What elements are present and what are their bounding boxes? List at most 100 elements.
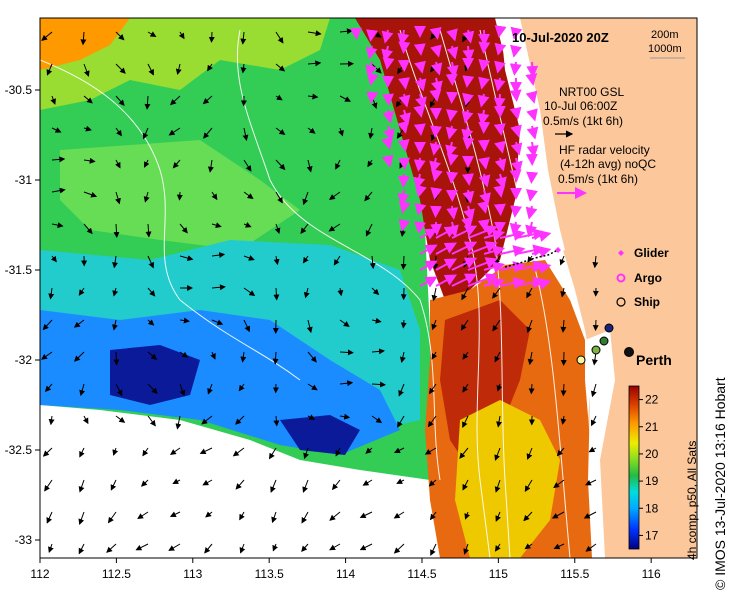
hf-radar-arrow xyxy=(398,157,410,170)
hf-radar-arrow xyxy=(397,173,410,188)
hf-radar-arrow xyxy=(419,244,438,256)
gsl-vector-arrow xyxy=(339,319,350,327)
hf-radar-arrow xyxy=(430,187,443,200)
gsl-vector-arrow xyxy=(78,511,85,526)
hf-radar-arrow xyxy=(526,141,539,158)
gsl-vector-arrow xyxy=(371,348,385,355)
hf-radar-arrow xyxy=(435,274,458,287)
gsl-vector-arrow xyxy=(393,543,405,554)
hf-radar-arrow xyxy=(483,245,506,258)
gsl-vector-arrow xyxy=(371,381,386,388)
gsl-vector-arrow xyxy=(398,383,405,397)
gsl-vector-arrow xyxy=(48,287,55,300)
gsl-vector-arrow xyxy=(559,255,566,266)
colorbar-ticks: 17 18 19 20 21 22 xyxy=(639,393,659,542)
x-tick-label: 112.5 xyxy=(102,567,131,581)
gsl-vector-arrow xyxy=(553,479,565,489)
hf-radar-arrow xyxy=(365,45,378,60)
gsl-vector-arrow xyxy=(147,287,156,297)
x-tick-label: 114 xyxy=(336,567,355,581)
hf-radar-arrow xyxy=(366,29,378,42)
hf-radar-arrow xyxy=(366,72,379,86)
gsl-vector-arrow xyxy=(430,543,437,556)
gsl-vector-arrow xyxy=(338,127,344,137)
colorbar-tick-label: 21 xyxy=(645,420,659,434)
gsl-vector-arrow xyxy=(271,511,277,524)
gsl-vector-arrow xyxy=(168,127,181,136)
gsl-vector-arrow xyxy=(362,479,373,486)
hf-radar-arrow xyxy=(493,77,506,92)
gsl-vector-arrow xyxy=(427,415,437,428)
gsl-vector-arrow xyxy=(329,511,341,521)
colorbar-tick-label: 19 xyxy=(645,474,659,488)
hf-radar-arrow xyxy=(525,90,538,104)
hf-radar-arrow xyxy=(398,41,411,54)
hf-radar-arrow xyxy=(429,141,442,156)
gsl-vector-arrow xyxy=(300,223,309,234)
gsl-vector-arrow xyxy=(496,415,502,428)
gsl-vector-arrow xyxy=(551,511,565,519)
hf-radar-arrow xyxy=(509,106,522,120)
map-title: 10-Jul-2020 20Z xyxy=(512,30,609,45)
land-mass xyxy=(470,18,697,558)
hf-radar-arrow xyxy=(526,171,539,184)
gsl-vector-arrow xyxy=(371,415,383,424)
hf-radar-arrow xyxy=(499,245,526,257)
gsl-vector-arrow xyxy=(144,159,150,168)
hf-radar-arrow xyxy=(414,77,427,92)
gsl-vector-arrow xyxy=(115,415,126,423)
gsl-vector-arrow xyxy=(83,223,93,235)
gsl-vector-arrow xyxy=(302,191,309,206)
hf-radar-arrow xyxy=(413,157,426,172)
gsl-vector-arrow xyxy=(268,447,277,460)
gsl-vector-arrow xyxy=(494,447,501,461)
gsl-vector-arrow xyxy=(328,191,341,200)
gsl-vector-arrow xyxy=(462,383,469,393)
gsl-vector-arrow xyxy=(560,287,567,298)
gsl-vector-arrow xyxy=(243,159,252,172)
hf-radar-arrow xyxy=(430,61,443,76)
gsl-vector-arrow xyxy=(115,159,121,169)
hf-radar-arrow xyxy=(381,136,393,150)
gsl-vector-arrow xyxy=(147,31,157,38)
gsl-vector-arrow xyxy=(365,447,373,454)
gsl-vector-arrow xyxy=(112,287,119,297)
gsl-vector-arrow xyxy=(494,479,501,493)
gsl-vector-arrow xyxy=(41,351,53,360)
hf-radar-arrow xyxy=(446,28,458,42)
y-tick-label: -33 xyxy=(15,533,33,547)
hf-radar-arrow xyxy=(493,93,506,110)
hf-radar-arrow xyxy=(446,152,459,166)
hf-radar-arrow xyxy=(446,45,459,60)
hf-radar-arrow xyxy=(477,139,490,152)
hf-radar-arrow xyxy=(451,257,478,271)
gsl-vector-arrow xyxy=(303,287,310,299)
gsl-vector-arrow xyxy=(115,127,122,137)
gsl-vector-arrow xyxy=(48,543,54,553)
gsl-vector-arrow xyxy=(78,543,85,555)
argo-legend: Argo xyxy=(616,271,662,285)
gsl-vector-arrow xyxy=(428,479,437,487)
hf-radar-arrow xyxy=(478,173,491,188)
hf-radar-arrow xyxy=(398,93,411,108)
gsl-vector-arrow xyxy=(44,479,53,492)
gsl-vector-arrow xyxy=(168,543,181,551)
x-tick-label: 116 xyxy=(642,567,661,581)
hf-radar-arrow xyxy=(445,125,458,140)
hf-radar-arrow xyxy=(398,77,410,90)
gsl-vector-arrow xyxy=(526,319,533,334)
gsl-vector-arrow xyxy=(113,351,120,366)
hf-radar-arrow xyxy=(494,60,506,74)
gsl-vector-arrow xyxy=(275,159,286,171)
hf-radar-arrow xyxy=(398,200,411,214)
hf-radar-arrow xyxy=(447,221,459,238)
gsl-vector-arrow xyxy=(301,543,309,552)
hf-radar-arrow xyxy=(477,219,490,232)
gsl-vector-arrow xyxy=(202,479,213,486)
gsl-vector-arrow xyxy=(201,415,213,425)
gsl-vector-arrow xyxy=(48,415,55,426)
gsl-vector-arrow xyxy=(144,95,151,110)
gsl-vector-arrow xyxy=(364,191,373,202)
isobath-label-1000: 1000m xyxy=(648,43,682,55)
hf-radar-arrow xyxy=(435,258,458,271)
